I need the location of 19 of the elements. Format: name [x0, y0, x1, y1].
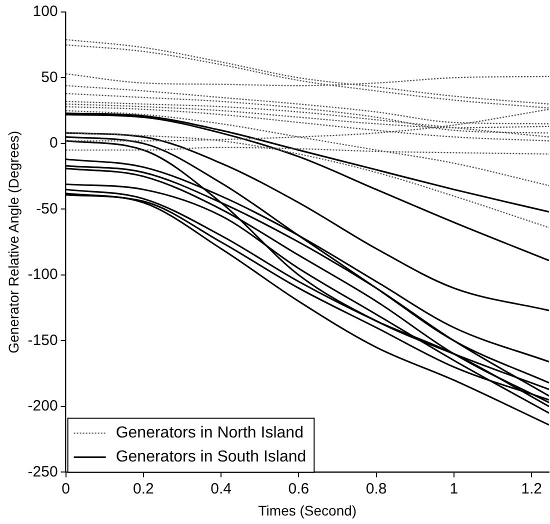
legend-label: Generators in South Island: [116, 448, 306, 466]
y-tick-label: -200: [28, 398, 58, 415]
y-tick-label: -100: [28, 266, 58, 284]
y-axis-title: Generator Relative Angle (Degrees): [5, 130, 22, 354]
x-tick-label: 0.8: [366, 480, 387, 498]
y-tick-label: 50: [41, 68, 58, 86]
y-tick-label: -50: [36, 200, 58, 218]
x-tick-label: 0: [62, 480, 70, 498]
x-tick-label: 1.2: [521, 480, 542, 498]
x-axis-title: Times (Second): [258, 502, 357, 518]
x-tick-label: 0.2: [133, 480, 154, 498]
y-tick-label: 0: [49, 134, 58, 152]
x-tick-label: 0.4: [210, 480, 232, 498]
y-tick-label: -150: [28, 332, 58, 349]
y-tick-label: -250: [28, 463, 58, 480]
x-tick-label: 1: [450, 480, 458, 498]
x-tick-label: 0.6: [288, 480, 310, 498]
y-tick-label: 100: [32, 3, 58, 20]
legend-label: Generators in North Island: [116, 424, 304, 442]
